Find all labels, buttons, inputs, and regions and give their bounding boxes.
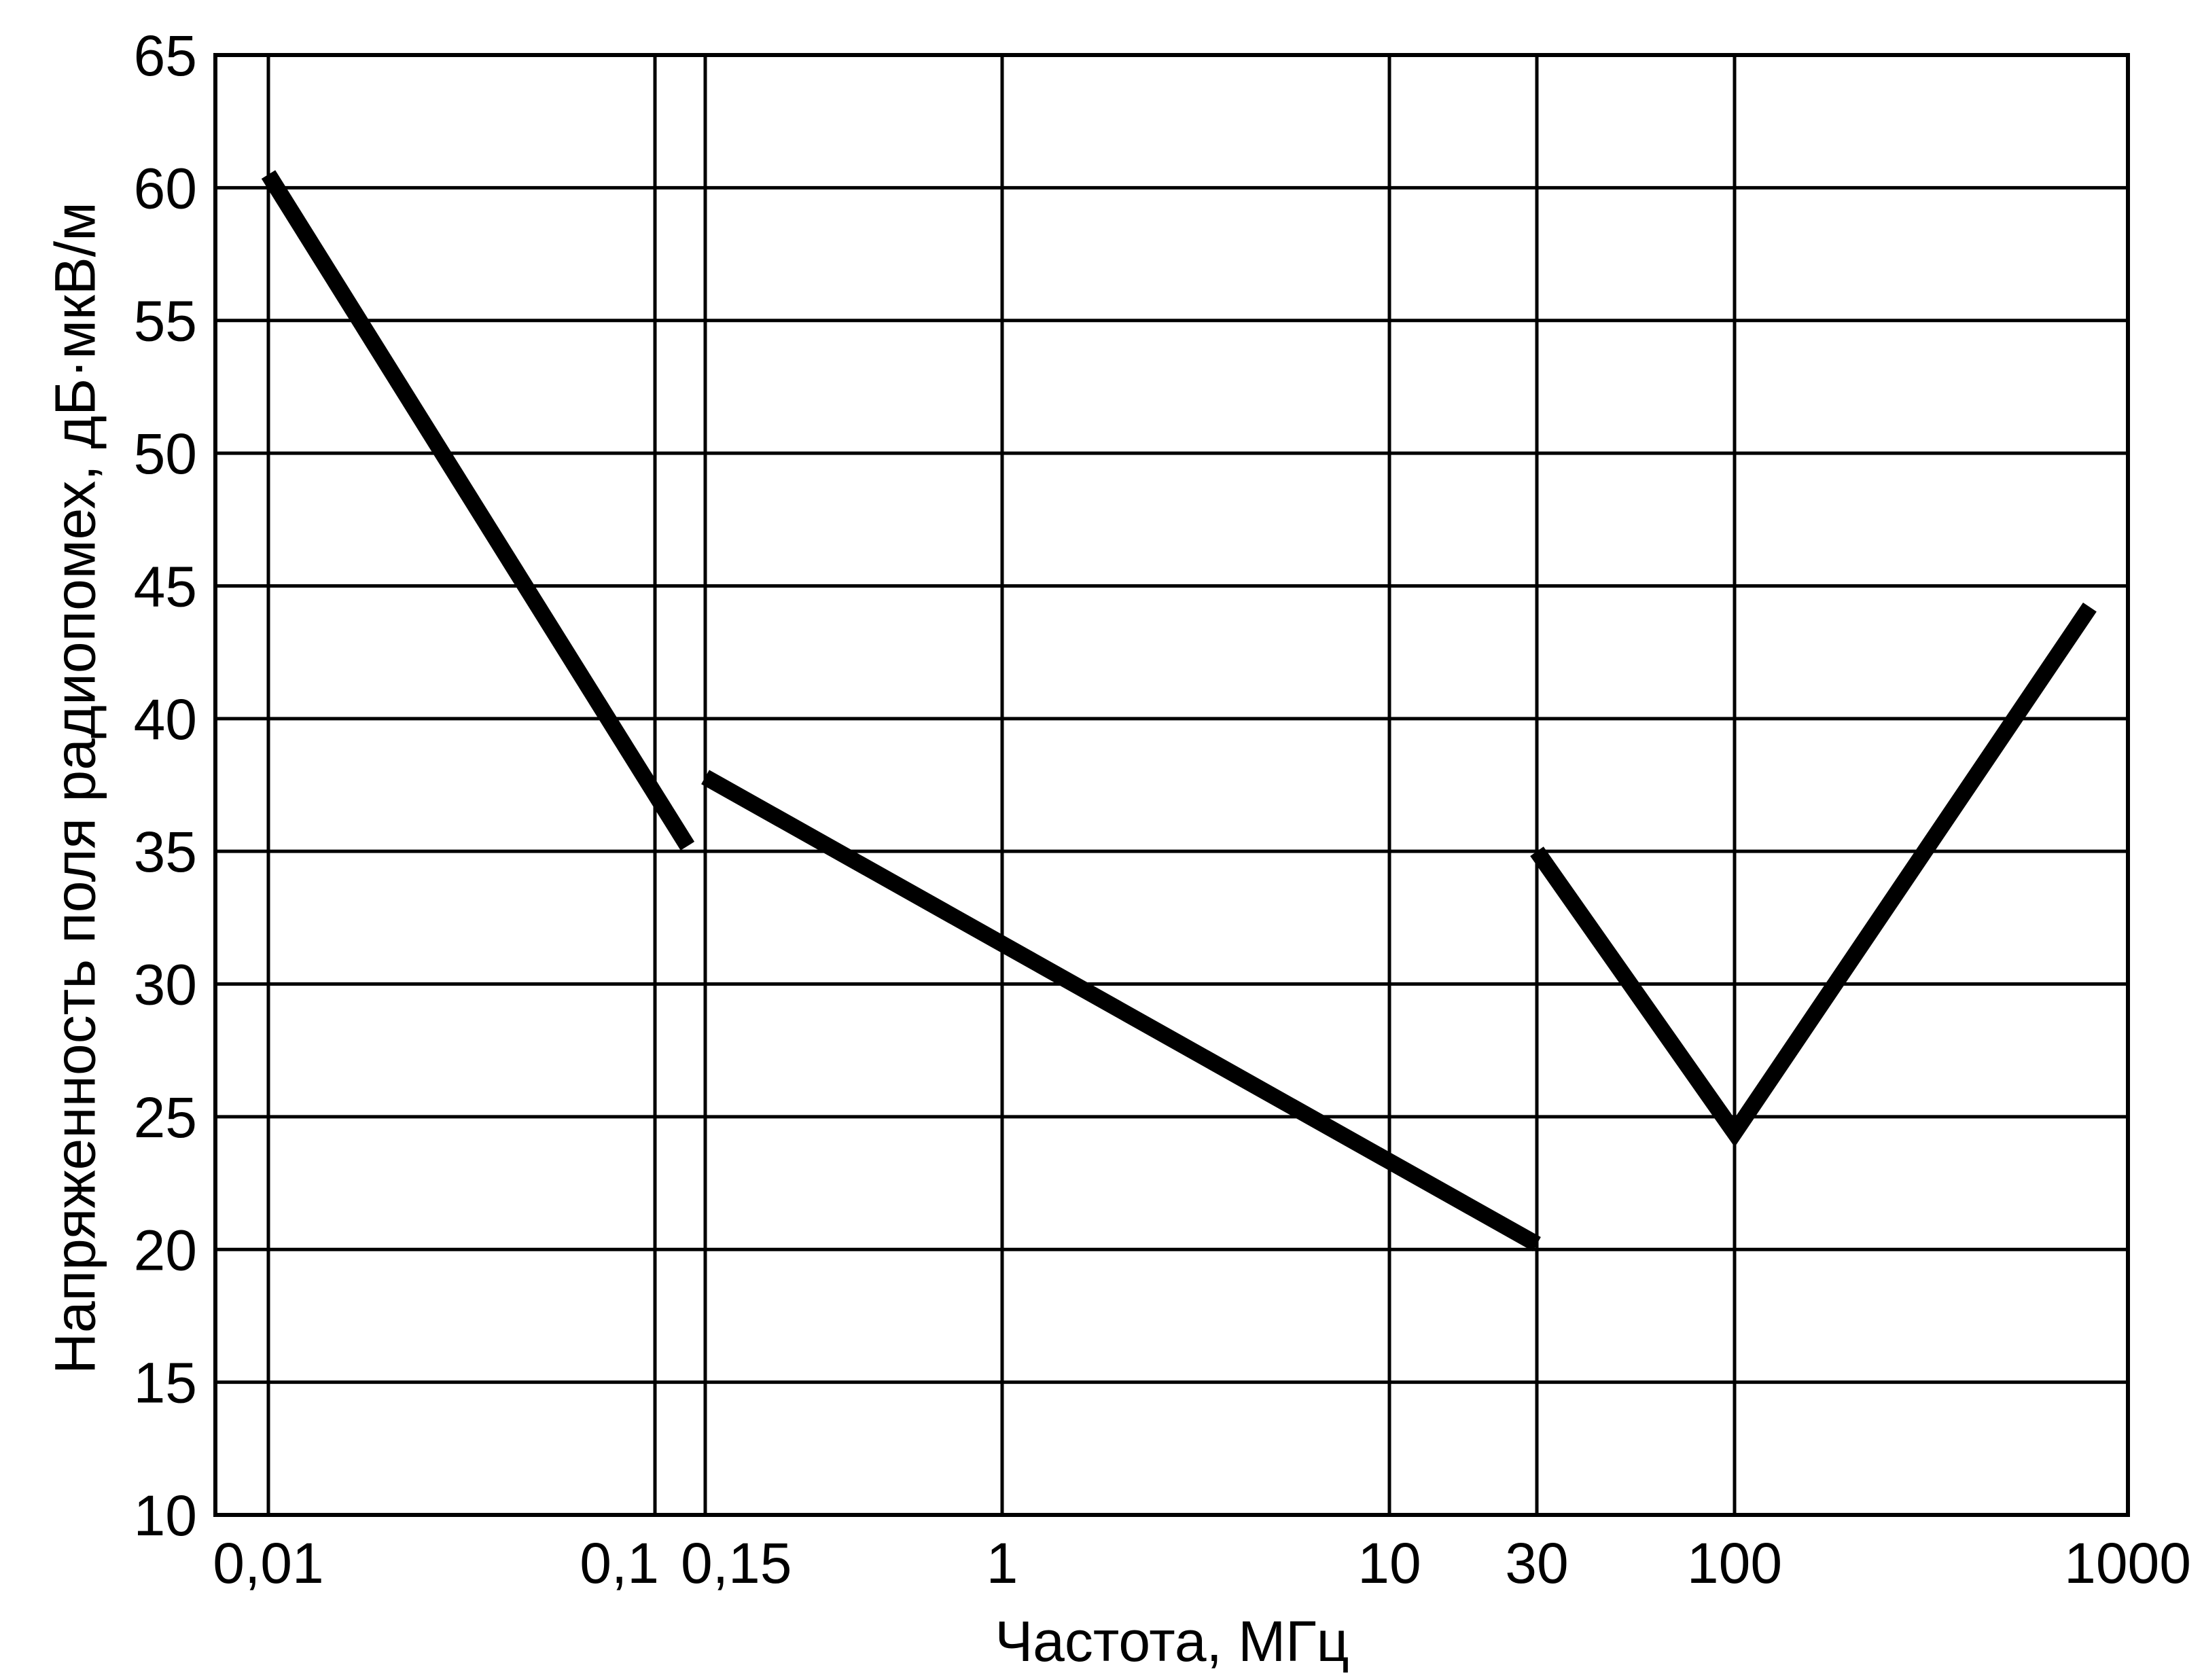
- series-group: [261, 170, 2097, 1251]
- x-tick-label: 0,1: [580, 1531, 659, 1595]
- series-line-3: [1530, 602, 2097, 1147]
- y-axis-title: Напряженность поля радиопомех, дБ·мкВ/м: [43, 202, 107, 1374]
- x-tick-label: 0,15: [681, 1531, 792, 1595]
- x-tick-label: 1000: [2064, 1531, 2191, 1595]
- x-tick-label: 0,01: [213, 1531, 324, 1595]
- x-tick-label: 100: [1687, 1531, 1782, 1595]
- x-axis-title: Частота, МГц: [995, 1609, 1349, 1673]
- y-tick-label: 35: [134, 820, 197, 884]
- y-tick-label: 10: [134, 1484, 197, 1548]
- x-tick-label: 1: [987, 1531, 1018, 1595]
- x-tick-labels: 0,01 0,1 0,15 1 10 30 100 1000: [213, 1531, 2191, 1595]
- y-tick-label: 65: [134, 24, 197, 88]
- y-tick-label: 15: [134, 1351, 197, 1415]
- y-tick-label: 50: [134, 422, 197, 486]
- y-tick-label: 60: [134, 156, 197, 220]
- y-tick-label: 20: [134, 1218, 197, 1282]
- series-line-1: [261, 170, 695, 851]
- x-tick-label: 30: [1505, 1531, 1568, 1595]
- plot-frame: [213, 53, 2130, 1517]
- y-tick-labels: 10 15 20 25 30 35 40 45 50 55 60 65: [134, 24, 197, 1548]
- series-line-2: [701, 770, 1541, 1251]
- y-tick-label: 40: [134, 687, 197, 751]
- x-tick-label: 10: [1357, 1531, 1421, 1595]
- y-tick-label: 25: [134, 1086, 197, 1149]
- y-tick-label: 30: [134, 953, 197, 1017]
- y-tick-label: 55: [134, 289, 197, 353]
- y-tick-label: 45: [134, 554, 197, 618]
